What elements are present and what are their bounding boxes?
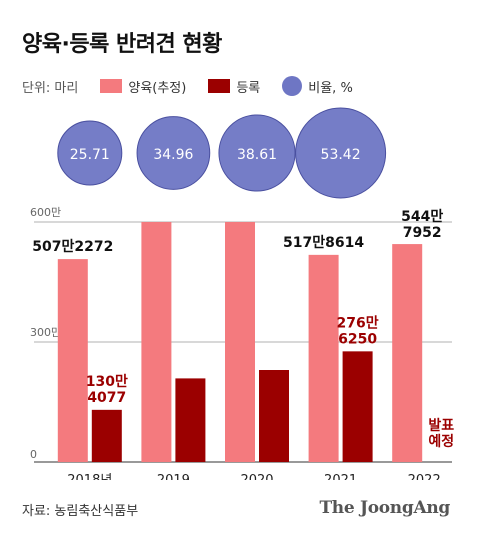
bar-raised [308,254,339,462]
data-label-registered: 6250 [338,331,377,347]
bar-raised [225,222,255,462]
bar-raised [57,259,88,462]
data-label-raised: 507만2272 [32,239,113,255]
ratio-bubble [295,107,387,199]
brand-logo: The JoongAng [319,498,450,518]
ratio-bubble [218,114,296,192]
data-label-raised: 7952 [403,225,442,241]
bar-raised [392,244,423,462]
ratio-bubble [57,120,123,186]
x-tick-label: 2020 [240,473,273,480]
y-tick-label: 600만 [30,206,61,219]
bar-raised [141,222,172,462]
bar-registered [342,351,373,462]
legend: 단위: 마리 양육(추정) 등록 비율, % [22,76,375,96]
data-label-raised: 544만 [401,209,443,225]
x-tick-label: 2022 [408,473,441,480]
data-label-registered: 발표 [428,417,454,434]
bar-registered [91,409,122,462]
x-tick-label: 2021 [324,473,357,480]
ratio-bubble-label: 25.71 [70,147,110,163]
ratio-bubble-label: 53.42 [321,147,361,163]
data-label-registered: 130만 [86,374,128,390]
bar-registered [259,370,289,462]
legend-label-raised: 양육(추정) [128,80,187,96]
data-label-registered: 예정 [428,433,454,450]
ratio-bubble [136,116,211,190]
legend-item-raised: 양육(추정) [100,77,186,96]
legend-label-registered: 등록 [236,80,261,96]
source-note: 자료: 농림축산식품부 [22,504,139,519]
legend-item-ratio: 비율, % [282,76,353,96]
data-label-registered: 276만 [337,315,379,331]
ratio-bubble-label: 38.61 [237,147,277,163]
x-tick-label: 2019 [157,473,190,480]
y-tick-label: 300만 [30,326,61,339]
data-label-raised: 517만8614 [283,235,364,251]
x-tick-label: 2018년 [67,473,112,480]
legend-swatch-ratio [282,76,303,96]
legend-label-ratio: 비율, % [308,80,353,96]
page-title: 양육·등록 반려견 현황 [22,32,222,57]
legend-swatch-raised [100,79,123,93]
legend-swatch-registered [208,79,231,93]
bar-registered [175,378,206,462]
unit-label: 단위: 마리 [22,80,79,96]
ratio-bubble-label: 34.96 [153,147,193,163]
data-label-registered: 4077 [87,390,126,406]
y-tick-label: 0 [30,448,37,461]
legend-item-registered: 등록 [208,77,260,96]
